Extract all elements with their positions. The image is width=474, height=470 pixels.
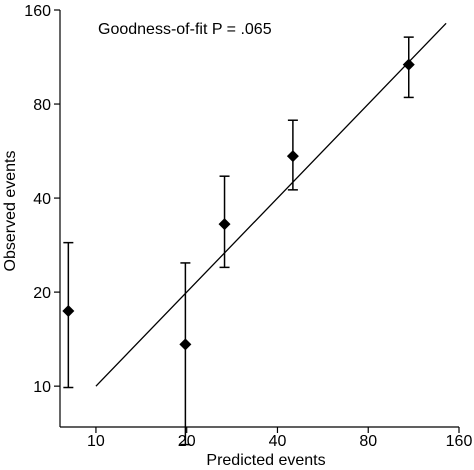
data-point-diamond (402, 58, 415, 71)
x-tick-label: 80 (359, 433, 377, 450)
x-tick-label: 10 (87, 433, 105, 450)
data-point-diamond (179, 338, 192, 351)
plot-marks (62, 22, 447, 446)
x-tick-label: 40 (269, 433, 287, 450)
data-point-diamond (218, 218, 231, 231)
data-point-diamond (62, 305, 75, 318)
data-point-diamond (286, 150, 299, 163)
x-tick-label: 20 (178, 433, 196, 450)
y-tick-label: 40 (33, 191, 51, 208)
goodness-of-fit-annotation: Goodness-of-fit P = .065 (98, 21, 272, 38)
x-axis-title: Predicted events (206, 452, 325, 469)
y-tick-label: 160 (24, 3, 51, 20)
reference-line (95, 22, 447, 387)
axes: 10 20 40 80 160 10 20 40 80 160 (24, 3, 472, 450)
y-tick-label: 80 (33, 97, 51, 114)
x-tick-label: 160 (446, 433, 473, 450)
y-tick-label: 20 (33, 285, 51, 302)
y-tick-label: 10 (33, 379, 51, 396)
y-axis-title: Observed events (2, 151, 19, 272)
